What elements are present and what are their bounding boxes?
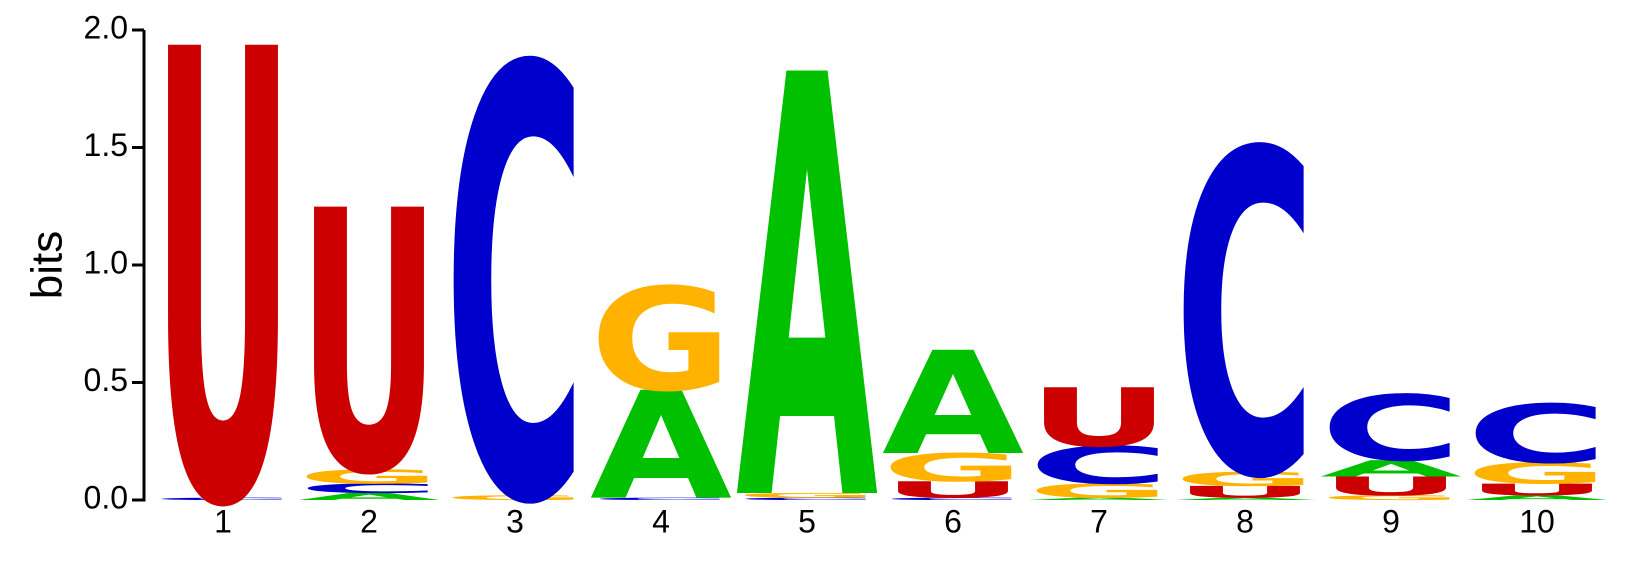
x-tick-label: 4 [652, 503, 670, 539]
y-tick-label: 0.5 [84, 362, 128, 398]
logo-letter: G [590, 258, 732, 423]
logo-letter: G [1320, 494, 1462, 502]
y-tick-label: 1.5 [84, 127, 128, 163]
logo-letter: C [152, 497, 294, 501]
x-tick-label: 8 [1236, 503, 1254, 539]
logo-letter: U [1028, 372, 1170, 465]
logo-letter: G [1466, 457, 1608, 490]
y-tick-label: 2.0 [84, 9, 128, 45]
logo-letter: A [1028, 497, 1171, 501]
logo-letter: A [736, 0, 879, 565]
x-tick-label: 3 [506, 503, 524, 539]
logo-letter: G [882, 446, 1024, 491]
logo-letter: C [444, 0, 586, 565]
y-tick-label: 0.0 [84, 479, 128, 515]
y-tick-label: 1.0 [84, 244, 128, 280]
logo-letter: U [1466, 480, 1608, 499]
x-tick-label: 7 [1090, 503, 1108, 539]
logo-letter: C [1320, 378, 1462, 482]
logo-letter: U [1320, 472, 1462, 502]
logo-letter: C [590, 497, 732, 501]
x-tick-label: 10 [1519, 503, 1555, 539]
x-tick-label: 2 [360, 503, 378, 539]
x-tick-label: 5 [798, 503, 816, 539]
logo-letter: G [1174, 468, 1316, 491]
logo-letter: C [1466, 389, 1608, 482]
logo-letter: A [590, 361, 732, 533]
logo-letter: G [444, 494, 586, 502]
logo-letter: U [298, 136, 440, 556]
logo-letter: U [882, 477, 1024, 503]
x-tick-label: 1 [214, 503, 232, 539]
logo-letter: G [736, 492, 878, 500]
logo-letter: C [882, 497, 1024, 501]
logo-letter: C [1174, 59, 1316, 565]
x-tick-label: 9 [1382, 503, 1400, 539]
logo-letter: G [298, 466, 440, 489]
logo-letter: C [1028, 436, 1170, 496]
y-axis-label: bits [23, 231, 72, 299]
logo-letter: C [736, 497, 878, 501]
logo-letter: U [1174, 483, 1316, 502]
x-tick-label: 6 [944, 503, 962, 539]
logo-letter: A [298, 491, 440, 502]
logo-letter: A [1320, 456, 1462, 482]
logo-letter: A [1466, 494, 1608, 502]
logo-letter: C [298, 481, 440, 496]
logo-letter: G [1028, 480, 1170, 503]
logo-letter: U [152, 0, 294, 565]
logo-letter: A [882, 321, 1024, 486]
logo-letter: A [1174, 497, 1317, 501]
